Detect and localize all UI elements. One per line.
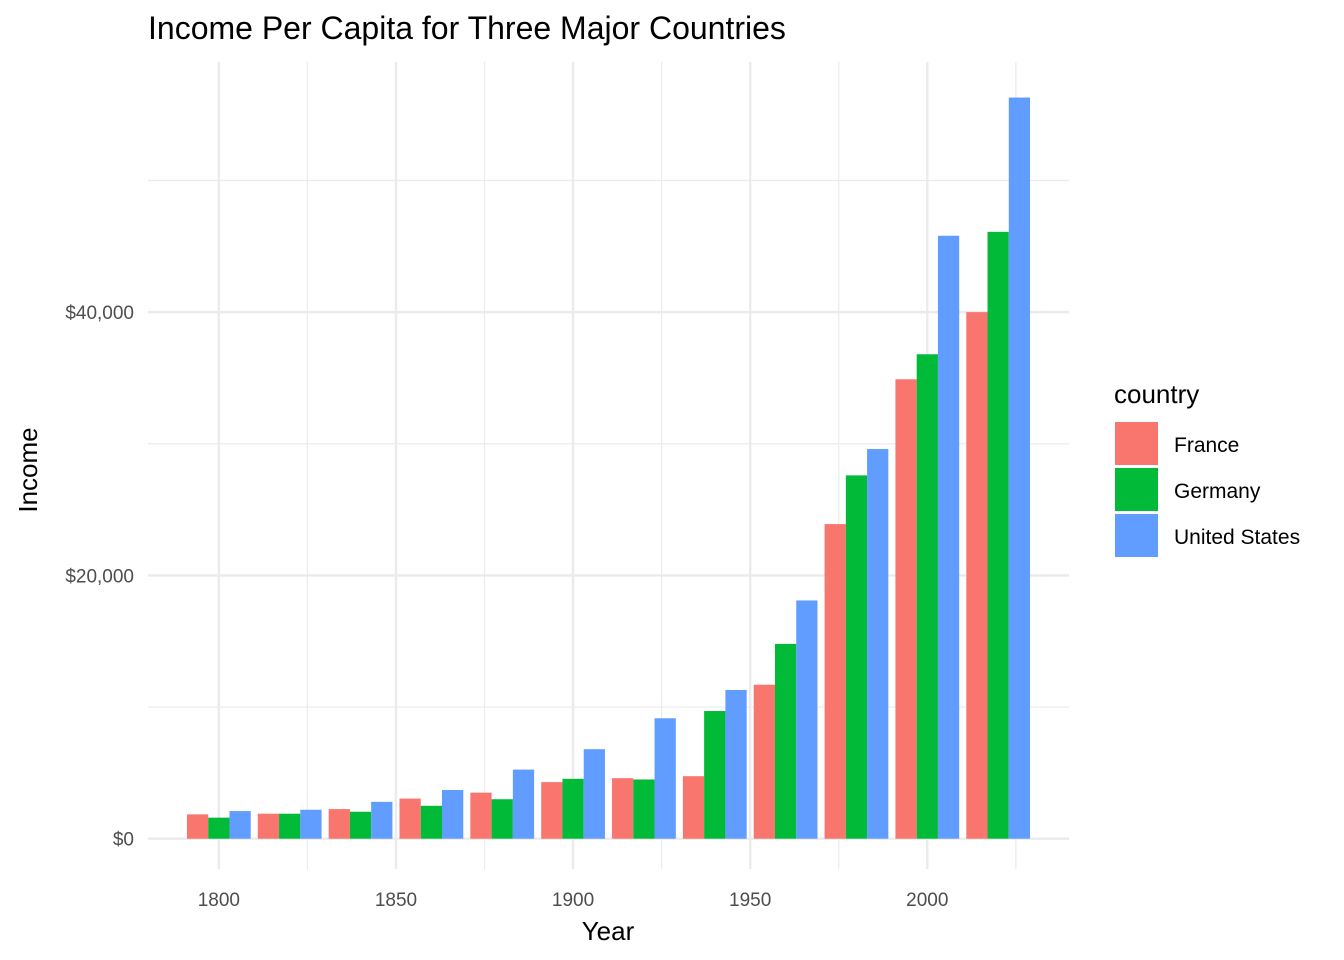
bar-france (966, 312, 988, 839)
y-tick-label: $20,000 (65, 566, 134, 587)
bar-france (682, 776, 705, 839)
bar-france (541, 782, 563, 839)
y-tick-labels: $0 $20,000 $40,000 (65, 303, 134, 851)
bar-united-states (371, 801, 393, 839)
bar-germany (208, 817, 230, 839)
legend-key-france (1115, 422, 1158, 465)
bar-germany (916, 354, 938, 839)
x-tick-label: 1800 (198, 890, 240, 911)
bar-france (753, 684, 775, 839)
legend: country France Germany United States (1114, 379, 1300, 557)
bar-united-states (512, 769, 535, 839)
bar-united-states (300, 809, 322, 839)
bar-france (186, 814, 209, 839)
bar-germany (420, 805, 443, 839)
bar-united-states (1008, 97, 1031, 839)
bar-france (399, 798, 421, 839)
bar-united-states (654, 718, 676, 839)
bar-germany (562, 778, 584, 839)
bar-germany (349, 811, 372, 839)
bar-france (824, 524, 846, 839)
legend-label: France (1174, 434, 1239, 457)
bars (186, 97, 1031, 839)
legend-key-germany (1115, 468, 1158, 511)
bar-united-states (796, 600, 818, 839)
bar-france (470, 792, 492, 839)
bar-germany (845, 475, 868, 839)
legend-key-united-states (1115, 514, 1158, 557)
legend-label: Germany (1174, 480, 1261, 503)
bar-united-states (442, 790, 464, 839)
bar-germany (987, 231, 1009, 839)
y-tick-label: $40,000 (65, 303, 134, 324)
bar-germany (774, 643, 797, 839)
bar-france (257, 813, 280, 839)
bar-united-states (867, 449, 889, 839)
bar-united-states (583, 749, 605, 839)
x-tick-label: 1850 (375, 890, 417, 911)
chart-title: Income Per Capita for Three Major Countr… (148, 10, 786, 46)
x-tick-label: 2000 (906, 890, 948, 911)
bar-united-states (725, 689, 747, 839)
bar-france (612, 778, 634, 839)
bar-germany (704, 711, 726, 839)
bar-germany (491, 799, 513, 839)
bar-france (328, 809, 350, 839)
bar-germany (279, 813, 301, 839)
y-tick-label: $0 (113, 830, 134, 851)
x-tick-label: 1900 (552, 890, 594, 911)
legend-label: United States (1174, 526, 1300, 549)
legend-title: country (1114, 379, 1199, 409)
bar-germany (633, 779, 655, 839)
x-axis-title: Year (582, 916, 635, 946)
bar-united-states (229, 811, 251, 839)
bar-united-states (937, 235, 960, 839)
bar-france (895, 379, 917, 839)
y-axis-title: Income (13, 427, 43, 512)
x-tick-labels: 1800 1850 1900 1950 2000 (198, 890, 949, 911)
x-tick-label: 1950 (729, 890, 771, 911)
